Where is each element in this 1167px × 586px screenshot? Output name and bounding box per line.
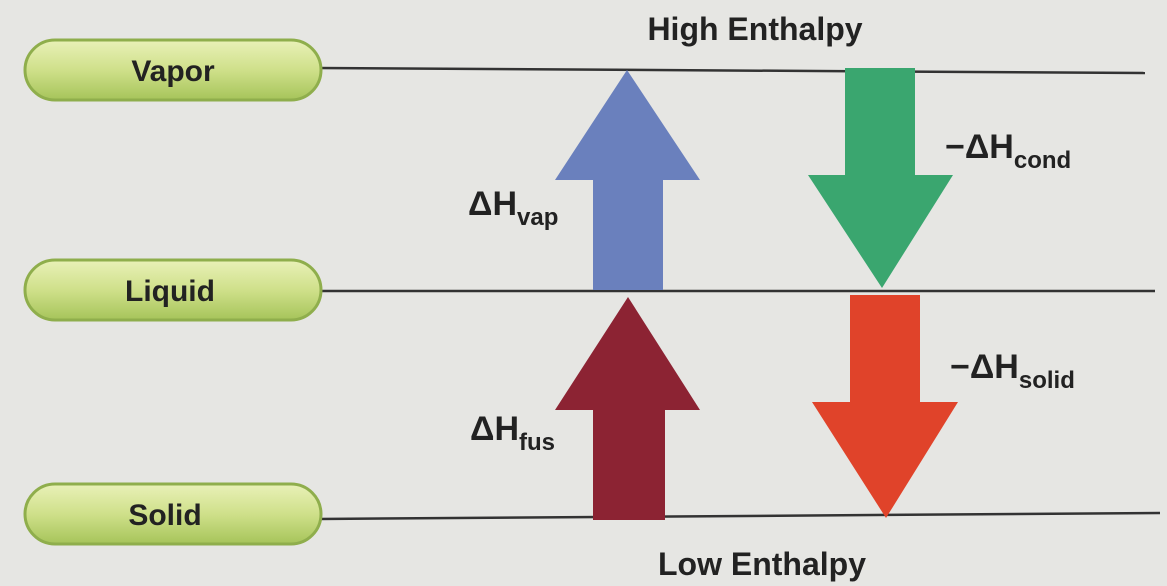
symbol: ΔH [470, 410, 519, 448]
symbol: −ΔH [945, 128, 1014, 166]
diagram: Vapor Liquid Solid High Enthalpy Low Ent… [0, 0, 1167, 586]
high-enthalpy: High Enthalpy [647, 11, 862, 47]
subscript: solid [1019, 367, 1075, 394]
symbol: ΔH [468, 185, 517, 223]
symbol: −ΔH [950, 348, 1019, 386]
state-label: Solid [128, 499, 201, 532]
state-label: Vapor [131, 55, 215, 88]
subscript: cond [1014, 147, 1071, 174]
low-enthalpy: Low Enthalpy [658, 546, 866, 582]
state-label: Liquid [125, 275, 215, 308]
subscript: fus [519, 429, 555, 456]
subscript: vap [517, 204, 558, 231]
